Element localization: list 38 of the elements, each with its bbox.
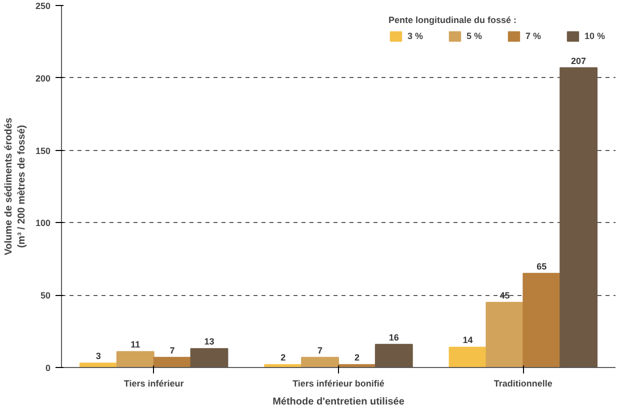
y-tick-label: 250 [35, 1, 51, 11]
data-label: 16 [388, 332, 399, 342]
data-label: 14 [462, 335, 473, 346]
x-axis-title: Méthode d'entretien utilisée [272, 396, 405, 408]
bar [522, 272, 561, 368]
legend-label: 5 % [466, 31, 483, 41]
data-label: 2 [280, 352, 286, 363]
data-label: 7 [170, 345, 175, 356]
legend-title: Pente longitudinale du fossé : [388, 15, 518, 25]
y-tick-label: 100 [35, 218, 51, 228]
bar [560, 67, 598, 368]
legend-label: 3 % [407, 31, 424, 41]
x-tick-label: Tiers inférieur bonifié [292, 378, 384, 388]
data-label: 65 [536, 261, 547, 272]
bar [153, 356, 192, 368]
x-tick-label: Traditionnelle [494, 378, 552, 388]
bar [301, 356, 339, 368]
data-label: 45 [500, 290, 510, 300]
bar [486, 302, 524, 368]
y-tick-label: 50 [40, 290, 51, 301]
y-axis-title: Volume de sédiments érodés (m³ / 200 mètres de fossé) [3, 117, 28, 256]
y-tick-label: 200 [35, 73, 51, 84]
legend-label: 10 % [584, 31, 605, 41]
bar [116, 351, 154, 368]
x-tick-label: Tiers inférieur [124, 378, 184, 388]
data-label: 11 [130, 340, 140, 350]
data-label: 13 [204, 336, 214, 347]
data-label: 7 [318, 345, 323, 356]
bar [79, 362, 118, 368]
data-label: 207 [571, 56, 586, 66]
bar [374, 344, 413, 368]
data-label: 2 [354, 352, 360, 363]
bar [190, 348, 228, 368]
y-tick-label: 0 [45, 363, 51, 373]
data-label: 3 [96, 351, 101, 362]
y-tick-label: 150 [35, 146, 51, 156]
bar [448, 346, 487, 368]
legend-label: 7 % [525, 31, 542, 41]
